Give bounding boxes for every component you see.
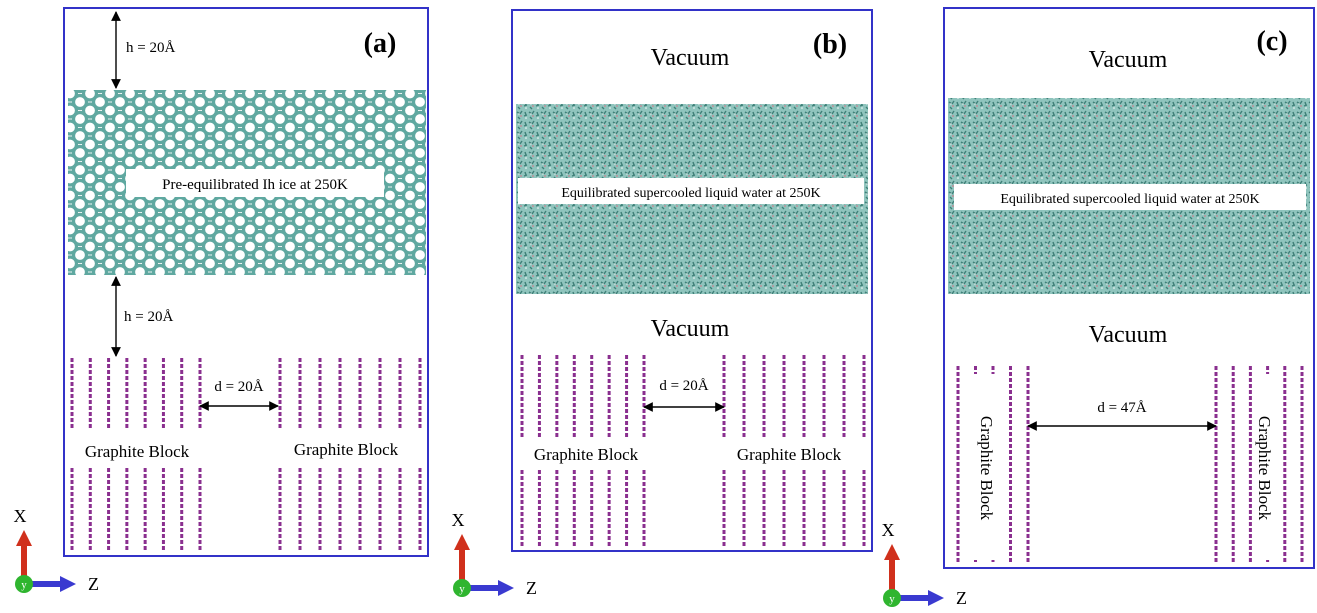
panel-a-tag: (a) [364, 28, 397, 59]
panel-c-tag: (c) [1256, 26, 1287, 57]
x-axis-head [454, 534, 470, 550]
x-axis-label: X [452, 510, 465, 530]
x-axis-shaft [459, 548, 465, 584]
panel-b-tag: (b) [813, 29, 847, 60]
panel-b-d-label: d = 20Å [659, 378, 708, 394]
z-axis-shaft [896, 595, 930, 601]
panel-a-bottom-gap-label: h = 20Å [124, 309, 173, 325]
z-axis-label: Z [88, 574, 99, 594]
panel-c-block-label-right: Graphite Block [1255, 416, 1274, 521]
x-axis-head [16, 530, 32, 546]
panel-c: (c) Vacuum Equilibrated supercooled liqu… [944, 8, 1314, 568]
panel-a-block-label-right: Graphite Block [294, 440, 399, 459]
panel-c-d-label: d = 47Å [1097, 400, 1146, 416]
y-axis-label: y [21, 579, 27, 591]
panel-c-block-label-left: Graphite Block [977, 416, 996, 521]
panel-b-vacuum-top: Vacuum [651, 45, 730, 71]
z-axis-head [498, 580, 514, 596]
panel-b-block-label-left: Graphite Block [534, 445, 639, 464]
y-axis-label: y [459, 583, 465, 595]
panel-a-top-gap-label: h = 20Å [126, 40, 175, 56]
panel-a-d-label: d = 20Å [214, 379, 263, 395]
z-axis-shaft [28, 581, 62, 587]
x-axis-shaft [21, 544, 27, 580]
panel-c-vacuum-mid: Vacuum [1089, 322, 1168, 348]
z-axis-head [60, 576, 76, 592]
x-axis-shaft [889, 558, 895, 594]
x-axis-head [884, 544, 900, 560]
panel-c-vacuum-top: Vacuum [1089, 47, 1168, 73]
z-axis-shaft [466, 585, 500, 591]
panel-b-block-label-right: Graphite Block [737, 445, 842, 464]
y-axis-label: y [889, 593, 895, 605]
x-axis-label: X [14, 506, 27, 526]
panel-a-block-label-left: Graphite Block [85, 442, 190, 461]
panel-b-layer-label: Equilibrated supercooled liquid water at… [561, 186, 820, 201]
panel-b: (b) Vacuum Equilibrated supercooled liqu… [512, 10, 872, 551]
panel-a-layer-label: Pre-equilibrated Ih ice at 250K [162, 177, 348, 193]
panel-c-layer-label: Equilibrated supercooled liquid water at… [1000, 192, 1259, 207]
z-axis-label: Z [526, 578, 537, 598]
z-axis-head [928, 590, 944, 606]
z-axis-label: Z [956, 588, 967, 608]
panel-b-vacuum-mid: Vacuum [651, 316, 730, 342]
panel-a: (a) h = 20Å Pre-equilibrated Ih ice at 2… [64, 8, 428, 556]
x-axis-label: X [882, 520, 895, 540]
